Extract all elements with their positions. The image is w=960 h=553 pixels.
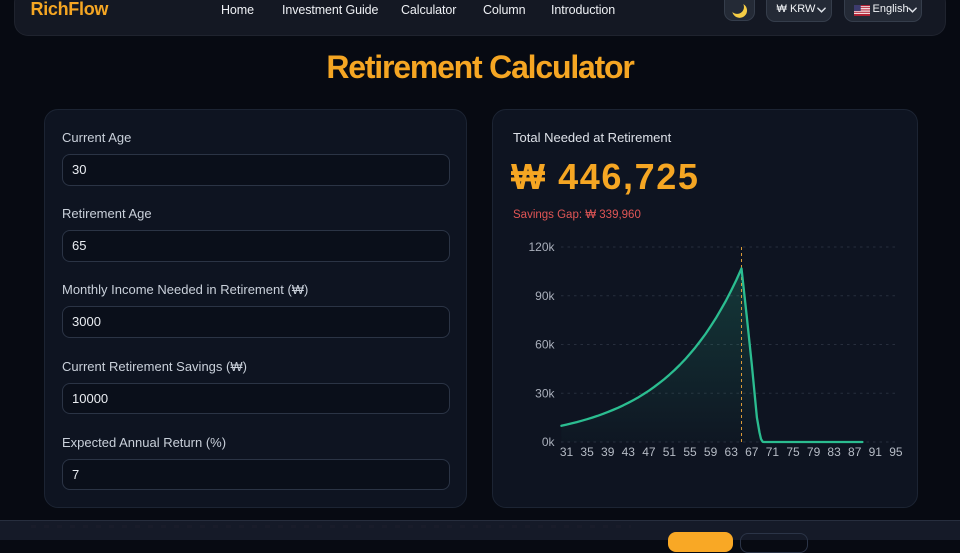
svg-text:91: 91 <box>869 445 883 459</box>
svg-text:90k: 90k <box>535 289 555 303</box>
svg-text:79: 79 <box>807 445 821 459</box>
svg-text:0k: 0k <box>542 435 556 449</box>
svg-text:35: 35 <box>580 445 594 459</box>
svg-text:83: 83 <box>827 445 841 459</box>
svg-text:31: 31 <box>560 445 574 459</box>
svg-text:75: 75 <box>786 445 800 459</box>
svg-text:120k: 120k <box>528 240 555 254</box>
svg-text:59: 59 <box>704 445 718 459</box>
svg-text:39: 39 <box>601 445 615 459</box>
svg-text:60k: 60k <box>535 338 555 352</box>
svg-text:67: 67 <box>745 445 759 459</box>
svg-text:47: 47 <box>642 445 656 459</box>
svg-text:71: 71 <box>766 445 780 459</box>
svg-text:55: 55 <box>683 445 697 459</box>
svg-text:63: 63 <box>725 445 739 459</box>
svg-text:95: 95 <box>889 445 903 459</box>
svg-text:43: 43 <box>622 445 636 459</box>
svg-text:30k: 30k <box>535 386 555 400</box>
svg-text:51: 51 <box>663 445 677 459</box>
svg-text:87: 87 <box>848 445 862 459</box>
